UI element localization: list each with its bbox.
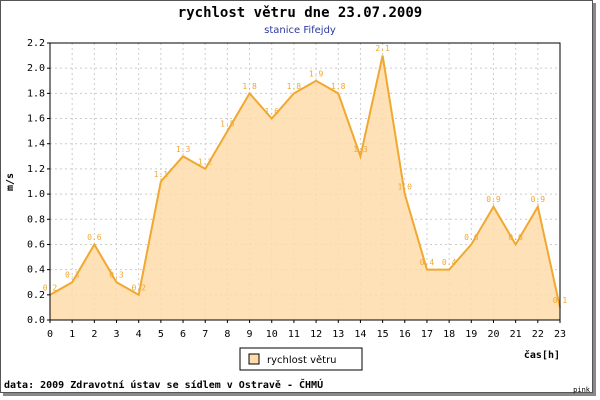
chart-title: rychlost větru dne 23.07.2009	[178, 5, 422, 21]
data-label: 0.6	[87, 233, 102, 242]
data-label: 0.9	[531, 195, 546, 204]
x-tick-label: 23	[554, 329, 566, 340]
y-tick-label: 2.0	[27, 63, 45, 74]
x-tick-label: 11	[288, 329, 300, 340]
data-label: 1.3	[176, 145, 191, 154]
data-label: 1.1	[154, 170, 169, 179]
x-tick-label: 13	[332, 329, 344, 340]
x-tick-label: 4	[136, 329, 142, 340]
x-tick-label: 19	[465, 329, 477, 340]
x-tick-label: 15	[377, 329, 389, 340]
x-tick-label: 5	[158, 329, 164, 340]
y-tick-label: 0.6	[27, 239, 45, 250]
data-label: 1.3	[353, 145, 368, 154]
x-tick-label: 8	[224, 329, 230, 340]
legend-box	[239, 347, 363, 371]
x-tick-label: 1	[69, 329, 75, 340]
data-label: 1.9	[309, 69, 324, 78]
x-tick-label: 2	[91, 329, 97, 340]
x-tick-label: 21	[510, 329, 522, 340]
x-tick-label: 20	[487, 329, 499, 340]
legend-swatch	[248, 353, 260, 365]
data-label: 1.8	[331, 82, 346, 91]
data-label: 0.6	[464, 233, 479, 242]
x-tick-label: 12	[310, 329, 322, 340]
x-tick-label: 10	[266, 329, 278, 340]
data-label: 0.4	[442, 258, 457, 267]
data-label: 0.4	[420, 258, 435, 267]
data-label: 1.5	[220, 120, 235, 129]
data-label: 1.2	[198, 157, 213, 166]
area-line	[49, 55, 561, 308]
y-tick-label: 2.2	[27, 38, 45, 49]
data-label: 0.9	[486, 195, 501, 204]
x-tick-label: 3	[114, 329, 120, 340]
x-tick-label: 22	[532, 329, 544, 340]
y-tick-label: 0.4	[27, 265, 45, 276]
x-tick-label: 14	[354, 329, 366, 340]
data-label: 0.2	[131, 283, 146, 292]
data-label: 0.3	[65, 271, 80, 280]
area-fill	[50, 55, 560, 320]
y-tick-label: 1.0	[27, 189, 45, 200]
data-label: 0.6	[508, 233, 523, 242]
data-label: 1.8	[242, 82, 257, 91]
x-tick-label: 0	[47, 329, 53, 340]
y-tick-label: 1.6	[27, 114, 45, 125]
y-axis-label: m/s	[5, 173, 16, 191]
x-tick-label: 16	[399, 329, 411, 340]
x-axis-label: čas[h]	[524, 349, 560, 361]
y-tick-label: 0.8	[27, 214, 45, 225]
x-tick-label: 17	[421, 329, 433, 340]
x-tick-label: 9	[247, 329, 253, 340]
y-tick-label: 0.2	[27, 290, 45, 301]
x-tick-label: 6	[180, 329, 186, 340]
data-label: 1.8	[287, 82, 302, 91]
data-label: 1.6	[265, 107, 280, 116]
y-tick-label: 0.0	[27, 315, 45, 326]
data-label: 1.0	[398, 183, 413, 192]
credit: pink	[573, 386, 591, 394]
x-tick-label: 7	[202, 329, 208, 340]
footer: data: 2009 Zdravotní ústav se sídlem v O…	[4, 378, 323, 391]
legend-label: rychlost větru	[267, 354, 337, 366]
x-tick-label: 18	[443, 329, 455, 340]
y-tick-label: 1.8	[27, 88, 45, 99]
y-tick-label: 1.4	[27, 139, 45, 150]
plot-border	[49, 42, 561, 321]
y-tick-label: 1.2	[27, 164, 45, 175]
data-label: 0.3	[109, 271, 124, 280]
chart-subtitle: stanice Fifejdy	[264, 25, 336, 36]
data-label: 2.1	[375, 44, 390, 53]
